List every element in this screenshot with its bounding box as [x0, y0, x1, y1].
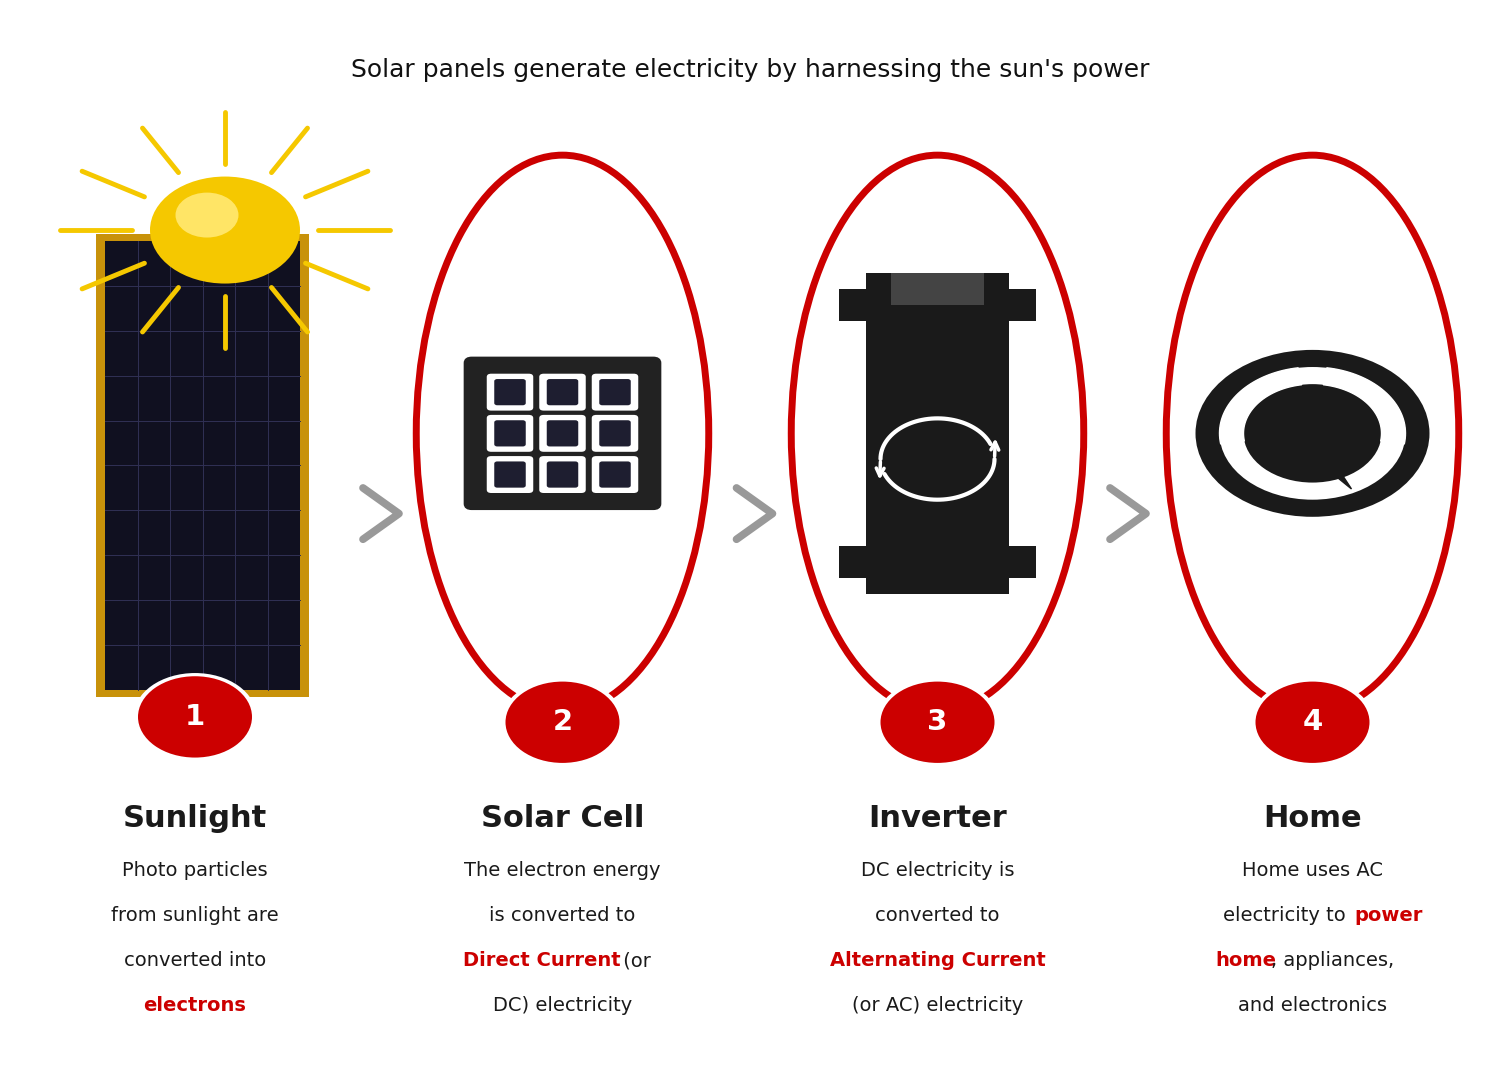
- Text: converted into: converted into: [124, 951, 266, 970]
- FancyBboxPatch shape: [591, 373, 639, 411]
- FancyBboxPatch shape: [891, 273, 984, 305]
- FancyBboxPatch shape: [486, 415, 534, 452]
- Text: Alternating Current: Alternating Current: [830, 951, 1046, 970]
- FancyBboxPatch shape: [486, 456, 534, 493]
- Text: Home: Home: [1263, 804, 1362, 834]
- Text: and electronics: and electronics: [1238, 996, 1388, 1015]
- Polygon shape: [1220, 368, 1302, 444]
- Text: The electron energy: The electron energy: [465, 861, 660, 881]
- FancyBboxPatch shape: [598, 379, 632, 406]
- Ellipse shape: [419, 157, 706, 709]
- Text: (or AC) electricity: (or AC) electricity: [852, 996, 1023, 1015]
- FancyBboxPatch shape: [486, 373, 534, 411]
- Polygon shape: [1323, 368, 1406, 444]
- Text: home: home: [1215, 951, 1276, 970]
- FancyBboxPatch shape: [546, 461, 579, 488]
- Circle shape: [1251, 678, 1374, 766]
- FancyBboxPatch shape: [591, 415, 639, 452]
- Text: electrons: electrons: [144, 996, 246, 1015]
- FancyBboxPatch shape: [495, 421, 525, 446]
- Text: 3: 3: [927, 708, 948, 736]
- Text: Home uses AC: Home uses AC: [1242, 861, 1383, 881]
- Text: DC electricity is: DC electricity is: [861, 861, 1014, 881]
- Text: converted to: converted to: [876, 906, 999, 926]
- FancyBboxPatch shape: [1008, 289, 1035, 321]
- Circle shape: [150, 177, 300, 284]
- FancyBboxPatch shape: [546, 379, 579, 406]
- Text: Solar Cell: Solar Cell: [480, 804, 645, 834]
- Text: Solar panels generate electricity by harnessing the sun's power: Solar panels generate electricity by har…: [351, 58, 1149, 81]
- FancyBboxPatch shape: [598, 421, 632, 446]
- Circle shape: [176, 193, 238, 238]
- Circle shape: [1196, 350, 1430, 517]
- FancyBboxPatch shape: [495, 461, 525, 488]
- Text: from sunlight are: from sunlight are: [111, 906, 279, 926]
- FancyBboxPatch shape: [540, 415, 585, 452]
- Circle shape: [876, 678, 999, 766]
- FancyBboxPatch shape: [840, 546, 867, 578]
- FancyBboxPatch shape: [840, 289, 867, 321]
- Ellipse shape: [794, 157, 1082, 709]
- Text: electricity to: electricity to: [1222, 906, 1352, 926]
- Text: 2: 2: [552, 708, 573, 736]
- FancyBboxPatch shape: [598, 461, 632, 488]
- Circle shape: [1244, 384, 1382, 483]
- FancyBboxPatch shape: [591, 456, 639, 493]
- FancyBboxPatch shape: [96, 234, 309, 697]
- Circle shape: [1220, 367, 1406, 500]
- FancyBboxPatch shape: [465, 358, 660, 508]
- Text: Direct Current: Direct Current: [464, 951, 621, 970]
- FancyBboxPatch shape: [546, 421, 579, 446]
- Polygon shape: [1280, 378, 1352, 489]
- Text: is converted to: is converted to: [489, 906, 636, 926]
- Text: , appliances,: , appliances,: [1272, 951, 1395, 970]
- Circle shape: [134, 673, 256, 761]
- Circle shape: [138, 676, 252, 758]
- Text: power: power: [1354, 906, 1424, 926]
- FancyBboxPatch shape: [1008, 546, 1035, 578]
- FancyBboxPatch shape: [540, 456, 585, 493]
- Circle shape: [506, 682, 620, 763]
- FancyBboxPatch shape: [867, 273, 1008, 594]
- FancyBboxPatch shape: [540, 373, 585, 411]
- Text: 4: 4: [1302, 708, 1323, 736]
- FancyBboxPatch shape: [105, 241, 300, 690]
- Text: Inverter: Inverter: [868, 804, 1006, 834]
- Text: 1: 1: [184, 703, 206, 731]
- Text: (or: (or: [616, 951, 651, 970]
- Circle shape: [880, 682, 995, 763]
- Circle shape: [501, 678, 624, 766]
- FancyBboxPatch shape: [495, 379, 525, 406]
- Ellipse shape: [1168, 157, 1456, 709]
- Circle shape: [1256, 682, 1370, 763]
- Text: Photo particles: Photo particles: [122, 861, 268, 881]
- Text: Sunlight: Sunlight: [123, 804, 267, 834]
- Text: DC) electricity: DC) electricity: [494, 996, 632, 1015]
